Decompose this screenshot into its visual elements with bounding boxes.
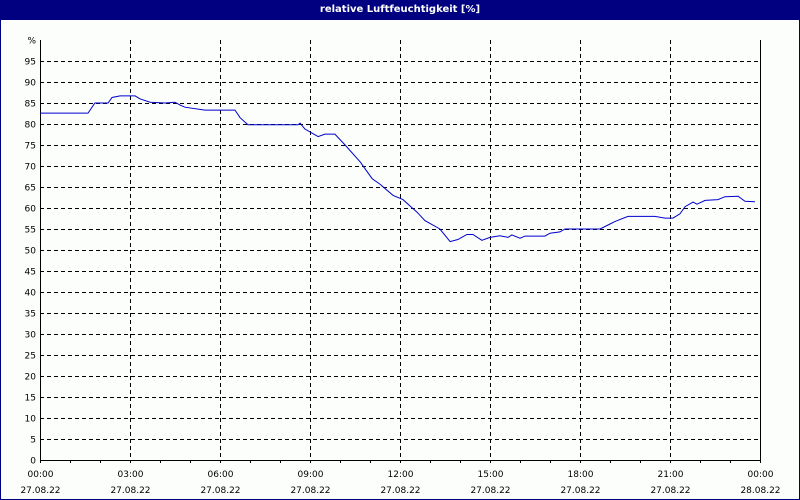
x-tick-date: 27.08.22 xyxy=(560,486,600,496)
x-tick-date: 28.08.22 xyxy=(740,486,780,496)
x-tick-date: 27.08.22 xyxy=(650,486,690,496)
x-tick-date: 27.08.22 xyxy=(380,486,420,496)
y-tick-label: 70 xyxy=(25,163,37,173)
y-tick-label: 5 xyxy=(30,436,36,446)
y-tick-label: 55 xyxy=(25,226,36,236)
grid-lines xyxy=(40,40,760,460)
x-axis-labels: 00:00 27.08.22 03:00 27.08.22 06:00 27.08.22 0… xyxy=(20,470,780,496)
y-tick-label: 50 xyxy=(25,247,37,257)
x-tick-date: 27.08.22 xyxy=(20,486,60,496)
x-tick-time: 03:00 xyxy=(118,470,144,480)
y-tick-label: 65 xyxy=(25,184,36,194)
y-tick-label: 15 xyxy=(25,394,36,404)
x-tick-time: 00:00 xyxy=(748,470,774,480)
y-tick-label: 40 xyxy=(25,289,37,299)
y-tick-label: 25 xyxy=(25,352,36,362)
x-tick-time: 12:00 xyxy=(388,470,414,480)
y-tick-label: 30 xyxy=(25,331,37,341)
y-unit-label: % xyxy=(27,37,36,47)
y-tick-label: 75 xyxy=(25,142,36,152)
x-tick-time: 21:00 xyxy=(658,470,684,480)
y-tick-label: 35 xyxy=(25,310,36,320)
y-tick-label: 85 xyxy=(25,100,36,110)
y-tick-label: 45 xyxy=(25,268,36,278)
x-tick-date: 27.08.22 xyxy=(290,486,330,496)
x-tick-time: 00:00 xyxy=(28,470,54,480)
chart-title: relative Luftfeuchtigkeit [%] xyxy=(0,0,800,20)
x-tick-date: 27.08.22 xyxy=(110,486,150,496)
x-tick-date: 27.08.22 xyxy=(200,486,240,496)
humidity-series-line xyxy=(40,95,755,243)
x-tick-time: 18:00 xyxy=(568,470,594,480)
y-tick-label: 95 xyxy=(25,58,36,68)
y-tick-label: 0 xyxy=(30,457,36,467)
y-tick-label: 80 xyxy=(25,121,37,131)
x-tick-time: 09:00 xyxy=(298,470,324,480)
x-tick-date: 27.08.22 xyxy=(470,486,510,496)
x-tick-time: 15:00 xyxy=(478,470,504,480)
y-tick-label: 20 xyxy=(25,373,37,383)
y-tick-label: 10 xyxy=(25,415,37,425)
axes xyxy=(40,40,761,463)
y-tick-label: 90 xyxy=(25,79,37,89)
y-tick-label: 60 xyxy=(25,205,37,215)
x-tick-time: 06:00 xyxy=(208,470,234,480)
y-axis-labels: 0 5 10 15 20 25 30 35 40 45 50 55 60 65 70 75 80 85 90 95% xyxy=(25,37,37,467)
